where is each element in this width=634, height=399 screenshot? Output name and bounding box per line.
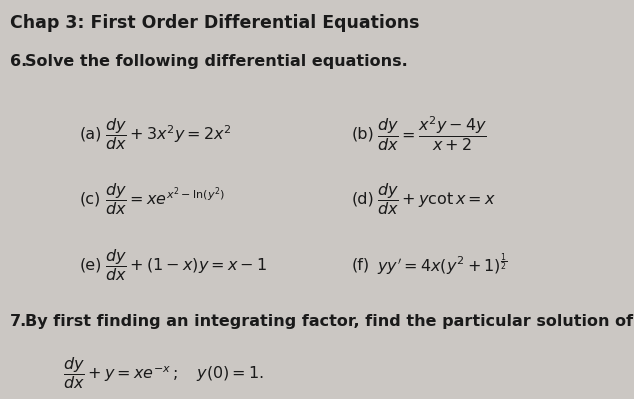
Text: $\dfrac{dy}{dx} + y\cot x = x$: $\dfrac{dy}{dx} + y\cot x = x$ <box>377 182 496 217</box>
Text: Solve the following differential equations.: Solve the following differential equatio… <box>25 54 408 69</box>
Text: 7.: 7. <box>10 314 27 329</box>
Text: $\dfrac{dy}{dx} = xe^{x^2-\mathrm{ln}(y^2)}$: $\dfrac{dy}{dx} = xe^{x^2-\mathrm{ln}(y^… <box>105 182 224 217</box>
Text: $\dfrac{dy}{dx} + 3x^2y = 2x^2$: $\dfrac{dy}{dx} + 3x^2y = 2x^2$ <box>105 116 231 152</box>
Text: $yy' = 4x(y^2 + 1)^{\frac{1}{2}}$: $yy' = 4x(y^2 + 1)^{\frac{1}{2}}$ <box>377 252 507 279</box>
Text: (c): (c) <box>79 192 101 207</box>
Text: $\dfrac{dy}{dx} + y = xe^{-x}\,;\quad y(0) = 1.$: $\dfrac{dy}{dx} + y = xe^{-x}\,;\quad y(… <box>63 355 264 391</box>
Text: (e): (e) <box>79 258 101 273</box>
Text: By first finding an integrating factor, find the particular solution of: By first finding an integrating factor, … <box>25 314 633 329</box>
Text: Chap 3: First Order Differential Equations: Chap 3: First Order Differential Equatio… <box>10 14 419 32</box>
Text: (f): (f) <box>352 258 370 273</box>
Text: $\dfrac{dy}{dx} + (1 - x)y = x - 1$: $\dfrac{dy}{dx} + (1 - x)y = x - 1$ <box>105 247 267 283</box>
Text: $\dfrac{dy}{dx} = \dfrac{x^2y - 4y}{x + 2}$: $\dfrac{dy}{dx} = \dfrac{x^2y - 4y}{x + … <box>377 115 487 153</box>
Text: (a): (a) <box>79 126 101 141</box>
Text: 6.: 6. <box>10 54 27 69</box>
Text: (b): (b) <box>352 126 375 141</box>
Text: (d): (d) <box>352 192 375 207</box>
